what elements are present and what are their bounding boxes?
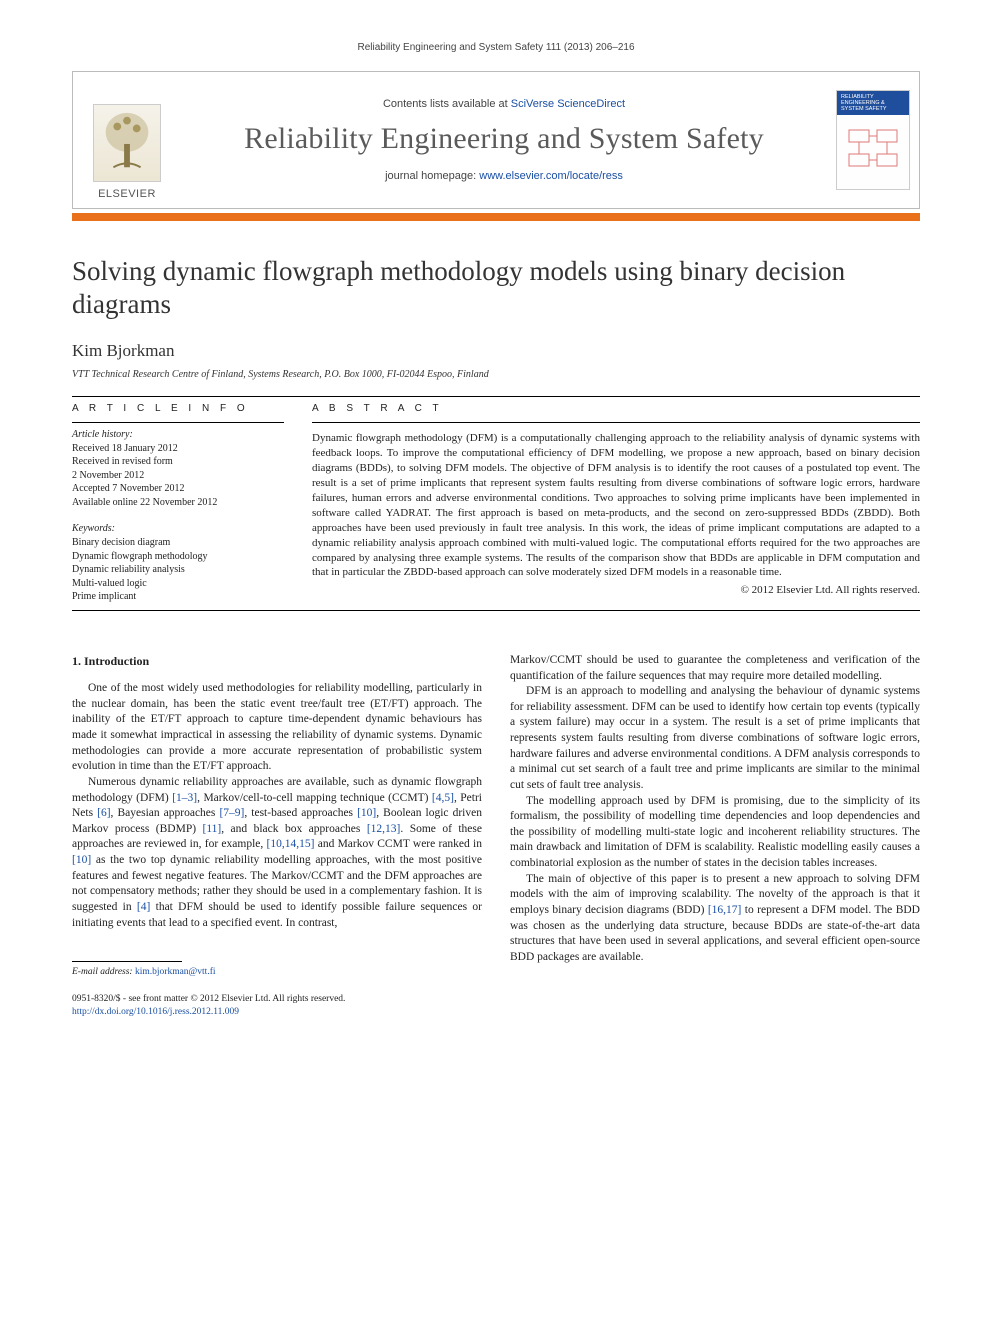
- publisher-logo-cell: ELSEVIER: [73, 72, 181, 208]
- abstract-heading: A B S T R A C T: [312, 403, 920, 414]
- body-paragraph: One of the most widely used methodologie…: [72, 681, 482, 775]
- body-paragraph: The main of objective of this paper is t…: [510, 872, 920, 966]
- keywords-label: Keywords:: [72, 523, 284, 534]
- article-title: Solving dynamic flowgraph methodology mo…: [72, 255, 920, 321]
- cover-art-icon: [843, 121, 903, 183]
- cover-title-strip: RELIABILITY ENGINEERING & SYSTEM SAFETY: [837, 91, 909, 115]
- homepage-link[interactable]: www.elsevier.com/locate/ress: [479, 170, 623, 182]
- corresponding-email: E-mail address: kim.bjorkman@vtt.fi: [72, 966, 482, 979]
- sciencedirect-link[interactable]: SciVerse ScienceDirect: [511, 98, 625, 110]
- body-right-column: Markov/CCMT should be used to guarantee …: [510, 653, 920, 1019]
- history-line: Available online 22 November 2012: [72, 496, 284, 510]
- abstract-column: A B S T R A C T Dynamic flowgraph method…: [312, 403, 920, 604]
- publisher-name: ELSEVIER: [98, 188, 156, 200]
- body-columns: 1. Introduction One of the most widely u…: [72, 653, 920, 1019]
- history-label: Article history:: [72, 429, 284, 440]
- orange-rule: [72, 213, 920, 221]
- header-center: Contents lists available at SciVerse Sci…: [181, 72, 827, 208]
- article-info-heading: A R T I C L E I N F O: [72, 403, 284, 414]
- body-left-column: 1. Introduction One of the most widely u…: [72, 653, 482, 1019]
- top-rule: [72, 396, 920, 397]
- issn-block: 0951-8320/$ - see front matter © 2012 El…: [72, 993, 482, 1019]
- body-paragraph: Markov/CCMT should be used to guarantee …: [510, 653, 920, 684]
- keyword: Prime implicant: [72, 590, 284, 604]
- journal-header-box: ELSEVIER Contents lists available at Sci…: [72, 71, 920, 209]
- keyword: Binary decision diagram: [72, 536, 284, 550]
- email-label: E-mail address:: [72, 967, 133, 977]
- running-head: Reliability Engineering and System Safet…: [72, 42, 920, 53]
- body-paragraph: Numerous dynamic reliability approaches …: [72, 775, 482, 931]
- homepage-line: journal homepage: www.elsevier.com/locat…: [385, 170, 623, 182]
- keyword: Multi-valued logic: [72, 577, 284, 591]
- cover-thumb-cell: RELIABILITY ENGINEERING & SYSTEM SAFETY: [827, 72, 919, 208]
- abstract-text: Dynamic flowgraph methodology (DFM) is a…: [312, 431, 920, 581]
- email-link[interactable]: kim.bjorkman@vtt.fi: [135, 967, 216, 977]
- elsevier-tree-icon: [93, 104, 161, 182]
- history-line: Accepted 7 November 2012: [72, 482, 284, 496]
- keyword: Dynamic flowgraph methodology: [72, 550, 284, 564]
- article-info-column: A R T I C L E I N F O Article history: R…: [72, 403, 284, 604]
- history-line: Received 18 January 2012: [72, 442, 284, 456]
- footnote-rule: [72, 961, 182, 962]
- history-line: Received in revised form: [72, 455, 284, 469]
- footnote-block: E-mail address: kim.bjorkman@vtt.fi 0951…: [72, 961, 482, 1019]
- journal-name: Reliability Engineering and System Safet…: [244, 122, 764, 156]
- body-paragraph: The modelling approach used by DFM is pr…: [510, 794, 920, 872]
- issn-line: 0951-8320/$ - see front matter © 2012 El…: [72, 993, 482, 1006]
- body-paragraph: DFM is an approach to modelling and anal…: [510, 684, 920, 793]
- contents-prefix: Contents lists available at: [383, 98, 511, 110]
- section-heading: 1. Introduction: [72, 653, 482, 669]
- homepage-prefix: journal homepage:: [385, 170, 479, 182]
- history-line: 2 November 2012: [72, 469, 284, 483]
- author-name: Kim Bjorkman: [72, 341, 920, 361]
- info-abstract-row: A R T I C L E I N F O Article history: R…: [72, 403, 920, 604]
- doi-link[interactable]: http://dx.doi.org/10.1016/j.ress.2012.11…: [72, 1007, 239, 1017]
- journal-cover-thumb: RELIABILITY ENGINEERING & SYSTEM SAFETY: [836, 90, 910, 190]
- author-affiliation: VTT Technical Research Centre of Finland…: [72, 369, 920, 380]
- abstract-copyright: © 2012 Elsevier Ltd. All rights reserved…: [312, 584, 920, 596]
- keyword: Dynamic reliability analysis: [72, 563, 284, 577]
- bottom-rule: [72, 610, 920, 611]
- contents-line: Contents lists available at SciVerse Sci…: [383, 98, 625, 110]
